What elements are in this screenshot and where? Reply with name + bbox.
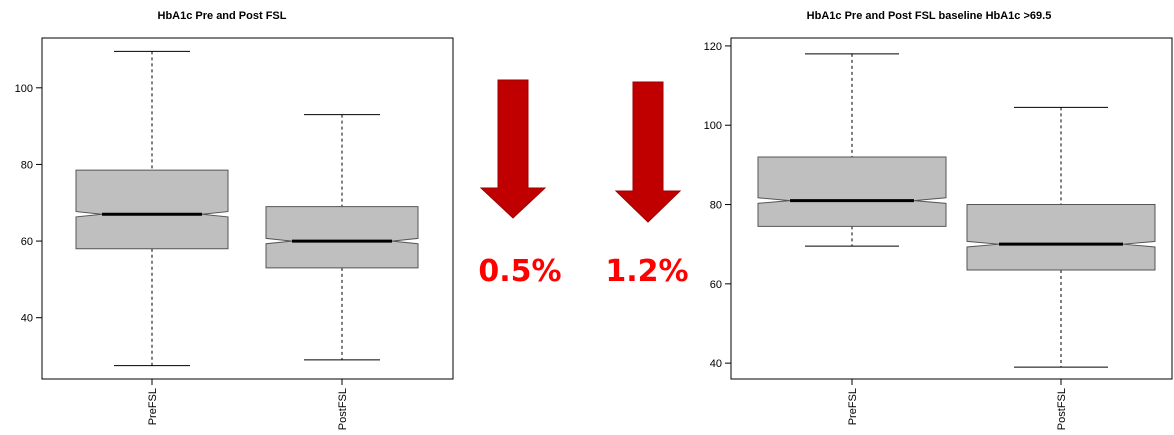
box-body: [966, 204, 1156, 271]
x-tick-label: PreFSL: [847, 388, 859, 425]
annotation-right: 1.2%: [605, 81, 689, 289]
y-tick-label: 40: [21, 313, 33, 325]
y-tick-label: 40: [710, 358, 722, 370]
x-tick-label: PostFSL: [337, 388, 349, 430]
box-PostFSL: [265, 114, 419, 361]
y-tick-label: 60: [710, 279, 722, 291]
y-axis: 40 60 80 100 120: [704, 41, 731, 370]
boxplot-chart-right: HbA1c Pre and Post FSL baseline HbA1c >6…: [704, 10, 1173, 430]
down-arrow-icon: [479, 79, 547, 219]
box-body: [265, 206, 419, 269]
x-tick-label: PostFSL: [1056, 388, 1068, 430]
x-axis: PreFSL PostFSL: [847, 379, 1068, 430]
y-axis: 40 60 80 100: [15, 83, 42, 325]
box-PostFSL: [966, 106, 1156, 368]
box-PreFSL: [757, 53, 947, 247]
y-tick-label: 60: [21, 236, 33, 248]
plot-frame: [730, 37, 1173, 380]
plot-frame: [41, 37, 454, 380]
y-tick-label: 100: [704, 120, 722, 132]
y-tick-label: 80: [21, 159, 33, 171]
boxes: [75, 50, 419, 367]
down-arrow-icon: [614, 81, 682, 223]
boxes: [757, 53, 1156, 368]
x-tick-label: PreFSL: [147, 388, 159, 425]
y-tick-label: 100: [15, 83, 33, 95]
annotation-left: 0.5%: [478, 79, 562, 289]
chart-title: HbA1c Pre and Post FSL baseline HbA1c >6…: [807, 10, 1052, 22]
box-body: [757, 156, 947, 227]
y-tick-label: 80: [710, 200, 722, 212]
box-PreFSL: [75, 50, 229, 367]
y-tick-label: 120: [704, 41, 722, 53]
x-axis: PreFSL PostFSL: [147, 379, 349, 430]
box-body: [75, 169, 229, 250]
reduction-label: 1.2%: [605, 254, 688, 289]
reduction-label: 0.5%: [478, 254, 561, 289]
chart-title: HbA1c Pre and Post FSL: [158, 10, 287, 22]
